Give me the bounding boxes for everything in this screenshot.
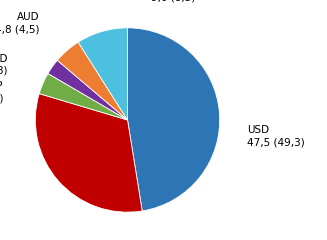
Wedge shape: [57, 42, 128, 120]
Text: AUD
4,8 (4,5): AUD 4,8 (4,5): [0, 12, 40, 34]
Text: USD
47,5 (49,3): USD 47,5 (49,3): [247, 125, 305, 148]
Text: CAD
2,8 (2,8): CAD 2,8 (2,8): [0, 54, 8, 76]
Wedge shape: [48, 60, 128, 120]
Text: Guld
9,0 (8,5): Guld 9,0 (8,5): [150, 0, 195, 2]
Wedge shape: [35, 94, 142, 212]
Wedge shape: [128, 28, 220, 211]
Wedge shape: [78, 28, 128, 120]
Text: GBP
3,8 (3,7): GBP 3,8 (3,7): [0, 81, 3, 103]
Wedge shape: [39, 73, 128, 120]
